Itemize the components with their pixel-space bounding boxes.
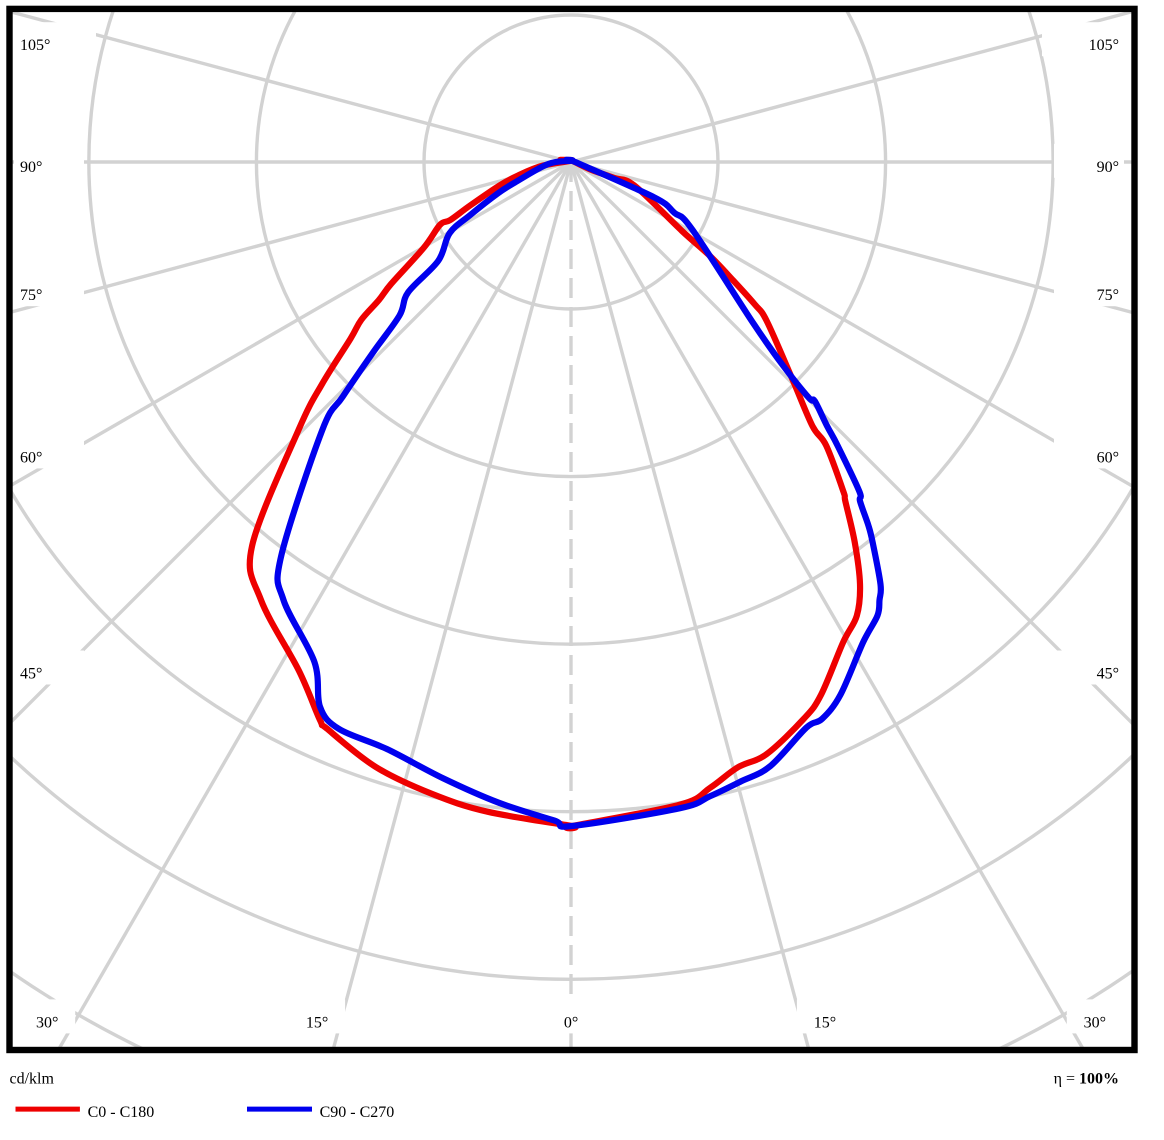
svg-text:C90 - C270: C90 - C270 (320, 1104, 395, 1121)
svg-text:90°: 90° (20, 159, 42, 176)
svg-text:cd/klm: cd/klm (10, 1070, 55, 1087)
svg-text:105°: 105° (1089, 37, 1119, 54)
svg-text:60°: 60° (1097, 449, 1119, 466)
svg-text:75°: 75° (20, 287, 42, 304)
svg-text:75°: 75° (1097, 287, 1119, 304)
svg-text:15°: 15° (814, 1014, 836, 1031)
svg-text:0°: 0° (564, 1014, 578, 1031)
svg-text:45°: 45° (1097, 666, 1119, 683)
svg-text:105°: 105° (20, 37, 50, 54)
svg-text:60°: 60° (20, 449, 42, 466)
svg-text:η = 100%: η = 100% (1054, 1070, 1119, 1087)
svg-text:45°: 45° (20, 666, 42, 683)
svg-text:30°: 30° (1084, 1014, 1106, 1031)
svg-text:C0 - C180: C0 - C180 (88, 1104, 155, 1121)
svg-text:15°: 15° (306, 1014, 328, 1031)
svg-text:30°: 30° (36, 1014, 58, 1031)
svg-text:90°: 90° (1097, 159, 1119, 176)
